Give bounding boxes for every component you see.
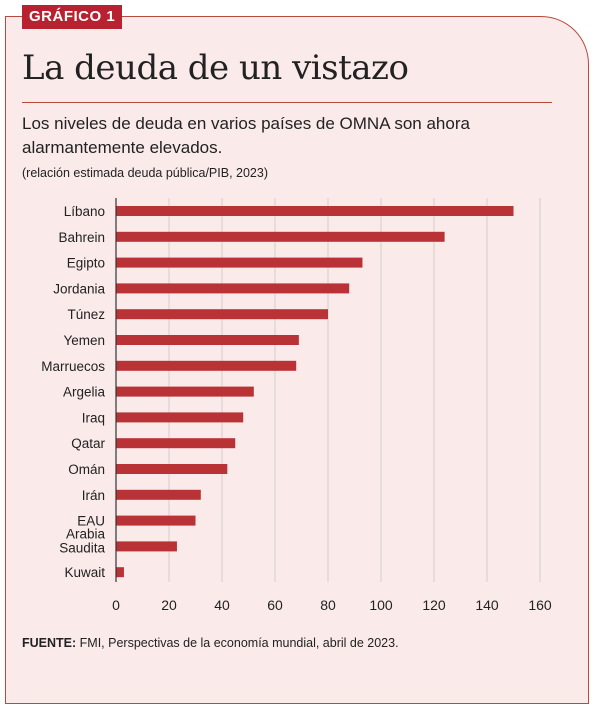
category-label-line: Arabia xyxy=(66,526,106,541)
bar xyxy=(116,515,196,526)
x-tick-label: 100 xyxy=(369,597,393,613)
bar xyxy=(116,386,254,397)
category-label: Jordania xyxy=(53,281,105,296)
x-tick-label: 60 xyxy=(267,597,283,613)
source-note: FUENTE: FMI, Perspectivas de la economía… xyxy=(22,636,399,650)
x-tick-label: 40 xyxy=(214,597,230,613)
x-tick-label: 20 xyxy=(161,597,177,613)
category-label: Túnez xyxy=(67,307,105,322)
category-label: Irán xyxy=(82,488,105,503)
category-label-line: Saudita xyxy=(59,540,105,555)
category-label: Argelia xyxy=(63,385,106,400)
category-label: Iraq xyxy=(82,410,105,425)
bar xyxy=(116,412,244,423)
chart-subtitle: Los niveles de deuda en varios países de… xyxy=(22,114,470,157)
bar xyxy=(116,257,363,268)
category-label: Omán xyxy=(68,462,105,477)
x-tick-label: 0 xyxy=(112,597,120,613)
bar xyxy=(116,567,124,578)
category-label: Egipto xyxy=(67,256,105,271)
chart-card xyxy=(5,16,589,704)
category-label: Kuwait xyxy=(64,565,105,580)
figure-badge: GRÁFICO 1 xyxy=(22,5,123,29)
category-label: Qatar xyxy=(71,436,105,451)
category-label: Marruecos xyxy=(41,359,105,374)
category-label: Arabia Saudita xyxy=(59,526,105,555)
chart-units-note: (relación estimada deuda pública/PIB, 20… xyxy=(22,166,268,180)
category-label: Bahrein xyxy=(58,230,105,245)
x-tick-label: 120 xyxy=(422,597,446,613)
category-label: Líbano xyxy=(64,204,105,219)
chart-title: La deuda de un vistazo xyxy=(22,48,409,88)
category-label: EAU xyxy=(77,514,105,529)
bar xyxy=(116,360,297,371)
bar xyxy=(116,541,177,552)
bar xyxy=(116,464,228,474)
x-tick-label: 140 xyxy=(475,597,499,613)
bar xyxy=(116,309,328,320)
bar xyxy=(116,283,350,294)
bar xyxy=(116,335,299,345)
x-tick-label: 160 xyxy=(528,597,552,613)
title-divider xyxy=(22,102,552,103)
source-label: FUENTE: xyxy=(22,636,77,650)
x-tick-label: 80 xyxy=(320,597,336,613)
bar xyxy=(116,489,201,500)
bar xyxy=(116,438,236,449)
bar xyxy=(116,206,514,216)
category-label: Yemen xyxy=(63,333,105,348)
source-text: FMI, Perspectivas de la economía mundial… xyxy=(76,636,399,650)
bar xyxy=(116,231,445,242)
